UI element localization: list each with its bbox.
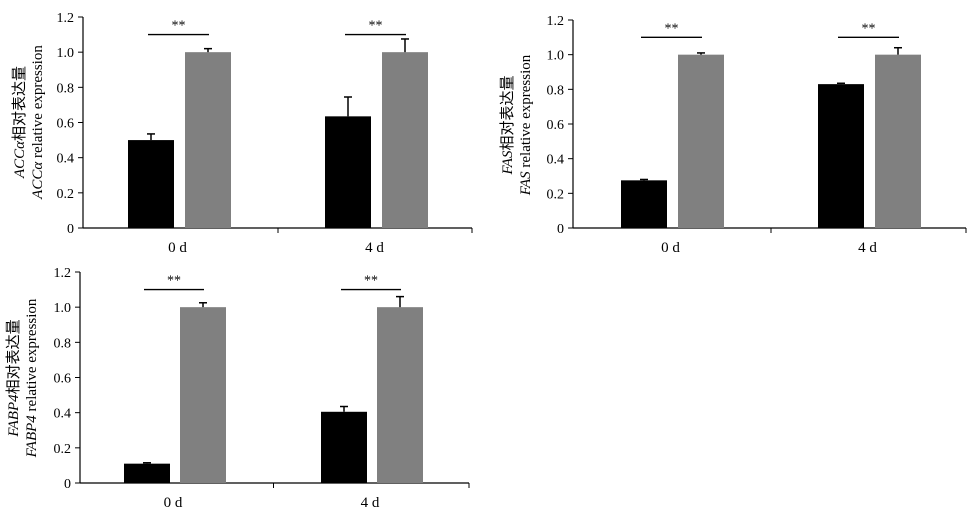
y-axis-label-en: ACCα relative expression [30,45,46,200]
y-tick-label: 0.2 [547,187,565,202]
y-tick-label: 1.0 [57,46,75,61]
significance-label: ** [665,21,679,36]
y-axis-label-cn: ACCα相对表达量 [11,66,28,179]
x-tick-label: 4 d [361,495,380,511]
y-axis-en-text: relative expression [518,54,534,171]
plot-area: 0 0.2 0.4 0.6 0.8 1.0 1.2 ** 0 d ** 4 d [54,266,470,511]
y-tick-label: 0.4 [57,152,75,167]
y-tick-label: 0.6 [57,117,75,132]
y-axis-label-cn: FABP4相对表达量 [5,319,22,437]
chart-fabp4: FABP4相对表达量 FABP4 relative expression 00.… [5,266,470,511]
plot-area: 0 0.2 0.4 0.6 0.8 1.0 1.2 ** 0 d ** 4 d [57,11,473,256]
y-axis-gene-name: FAS [500,150,516,175]
bar [875,54,921,228]
y-tick-label: 0.8 [54,336,72,351]
y-tick-label: 0.8 [547,83,565,98]
y-tick-label: 0.6 [54,372,72,387]
bar [678,54,724,228]
y-tick-label: 1.2 [547,14,565,29]
bar [321,411,367,483]
y-tick-label: 0 [557,222,564,237]
bar [185,52,231,228]
y-axis-cn-text: 相对表达量 [11,66,28,141]
y-axis-gene-name: FABP4 [6,394,22,438]
bar [382,52,428,228]
y-tick-label: 0.8 [57,81,75,96]
bar [124,463,170,483]
significance-label: ** [364,274,378,289]
y-axis-gene-name: FAS [518,171,534,196]
y-axis-label-en: FAS relative expression [518,54,534,196]
y-tick-label: 0 [67,222,74,237]
y-tick-label: 0.4 [54,407,72,422]
bar [818,84,864,228]
significance-label: ** [172,19,186,34]
y-axis-gene-name: FABP4 [24,415,40,459]
y-tick-label: 1.2 [57,11,75,26]
x-tick-label: 0 d [168,240,187,256]
y-axis-en-text: relative expression [30,45,46,162]
x-tick-label: 0 d [164,495,183,511]
significance-label: ** [167,274,181,289]
y-axis-label-cn: FAS相对表达量 [499,76,516,176]
y-axis-gene-name: ACCα [30,161,46,200]
chart-fas: FAS相对表达量 FAS relative expression 00.20.4… [499,14,967,256]
y-axis-gene-name: ACCα [12,140,28,179]
y-tick-label: 1.0 [54,301,72,316]
x-tick-label: 0 d [661,240,680,256]
significance-label: ** [369,19,383,34]
y-tick-label: 0.2 [57,187,75,202]
bar [621,180,667,228]
y-tick-label: 0.6 [547,118,565,133]
y-axis-cn-text: 相对表达量 [499,76,516,151]
bar [377,307,423,483]
plot-area: 0 0.2 0.4 0.6 0.8 1.0 1.2 ** 0 d ** 4 d [547,14,967,256]
x-tick-label: 4 d [858,240,877,256]
y-axis-label-en: FABP4 relative expression [24,298,40,458]
bar [325,116,371,228]
bar [180,307,226,483]
y-tick-label: 1.0 [547,49,565,64]
y-axis-en-text: relative expression [24,298,40,415]
x-tick-label: 4 d [365,240,384,256]
y-tick-label: 0.4 [547,153,565,168]
bar [128,140,174,228]
y-tick-label: 1.2 [54,266,72,281]
significance-label: ** [862,21,876,36]
y-tick-label: 0 [64,477,71,492]
y-axis-cn-text: 相对表达量 [5,319,22,394]
y-tick-label: 0.2 [54,442,72,457]
chart-accalpha: ACCα相对表达量 ACCα relative expression 00.20… [11,11,473,256]
